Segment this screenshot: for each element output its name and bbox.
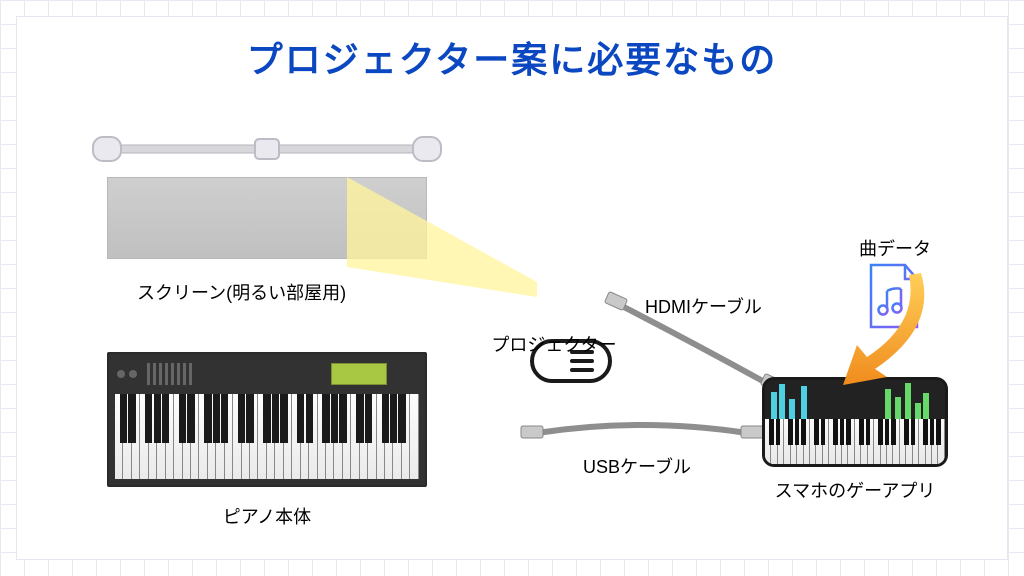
content-panel: プロジェクター案に必要なもの スクリーン(明るい部屋用) プロジェクター: [16, 16, 1008, 560]
screen-rollbar-icon: [87, 131, 447, 167]
phone-label: スマホのゲーアプリ: [745, 477, 965, 503]
screen-label: スクリーン(明るい部屋用): [137, 279, 397, 305]
piano-label: ピアノ本体: [167, 503, 367, 529]
projection-screen: [107, 177, 427, 259]
music-label: 曲データ: [835, 235, 955, 261]
arrow-icon: [837, 267, 957, 407]
hdmi-label: HDMIケーブル: [645, 293, 795, 319]
page-title: プロジェクター案に必要なもの: [17, 17, 1007, 83]
usb-label: USBケーブル: [557, 453, 717, 479]
piano-keyboard-icon: [107, 352, 427, 487]
